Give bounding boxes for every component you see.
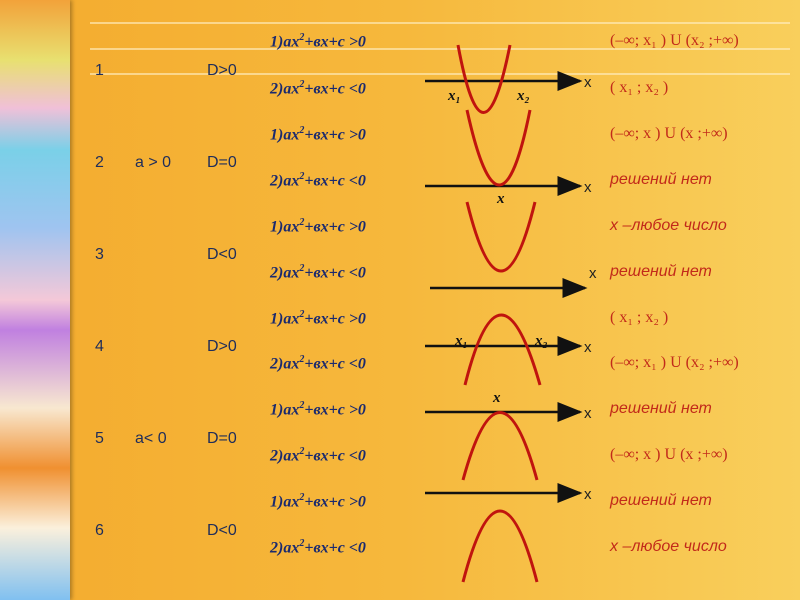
solution-answer: решений нет (610, 400, 712, 417)
inequality: 2)ax2+вx+c <0 (270, 354, 366, 373)
exponent: 2 (299, 538, 305, 549)
discriminant-condition: D>0 (207, 338, 237, 355)
axis-label: x (589, 265, 597, 282)
inequality-prefix: 2)ax (270, 264, 300, 282)
solution-answer: x –любое число (610, 217, 727, 234)
exponent: 2 (299, 125, 305, 136)
decorative-dice-image (0, 0, 70, 600)
solution-answer: (–∞; x ) U (x ;+∞) (610, 446, 728, 463)
axis-label: x (584, 179, 592, 196)
inequality-prefix: 1)ax (270, 401, 300, 419)
row-number: 3 (95, 246, 104, 263)
exponent: 2 (299, 446, 305, 457)
root-label: x₂ (516, 88, 530, 104)
inequality: 1)ax2+вx+c >0 (270, 400, 366, 419)
solution-answer: (–∞; x₁ ) U (x₂ ;+∞) (610, 354, 739, 371)
inequality-prefix: 2)ax (270, 172, 300, 190)
inequality-prefix: 1)ax (270, 310, 300, 328)
exponent: 2 (299, 263, 305, 274)
inequality-prefix: 2)ax (270, 355, 300, 373)
inequality-suffix: +вx+c <0 (304, 80, 366, 98)
parabola-curve (461, 411, 539, 481)
inequality: 2)ax2+вx+c <0 (270, 538, 366, 557)
exponent: 2 (299, 400, 305, 411)
inequality-prefix: 2)ax (270, 447, 300, 465)
leading-coefficient-condition: a< 0 (135, 430, 167, 447)
discriminant-condition: D<0 (207, 246, 237, 263)
inequality: 2)ax2+вx+c <0 (270, 263, 366, 282)
parabola-curve (465, 201, 537, 273)
inequality-suffix: +вx+c >0 (304, 401, 366, 419)
divider (90, 73, 790, 75)
solution-answer: (–∞; x ) U (x ;+∞) (610, 125, 728, 142)
inequality-suffix: +вx+c <0 (304, 539, 366, 557)
root-label: x (496, 191, 505, 207)
row-number: 4 (95, 338, 104, 355)
exponent: 2 (299, 354, 305, 365)
inequality-prefix: 2)ax (270, 80, 300, 98)
inequality: 1)ax2+вx+c >0 (270, 309, 366, 328)
solution-answer: ( x₁ ; x₂ ) (610, 309, 669, 326)
inequality-suffix: +вx+c >0 (304, 33, 366, 51)
inequality-suffix: +вx+c >0 (304, 126, 366, 144)
inequality: 2)ax2+вx+c <0 (270, 446, 366, 465)
exponent: 2 (299, 32, 305, 43)
inequality: 1)ax2+вx+c >0 (270, 32, 366, 51)
exponent: 2 (299, 171, 305, 182)
leading-coefficient-condition: a > 0 (135, 154, 172, 171)
inequality-suffix: +вx+c >0 (304, 218, 366, 236)
root-label: x₁ (447, 88, 461, 104)
inequality-prefix: 1)ax (270, 493, 300, 511)
exponent: 2 (299, 309, 305, 320)
axis-label: x (584, 405, 592, 422)
exponent: 2 (299, 492, 305, 503)
divider (90, 48, 790, 50)
parabola-curve (465, 109, 532, 187)
parabola-curve (461, 509, 539, 583)
solution-answer: решений нет (610, 492, 712, 509)
discriminant-condition: D=0 (207, 430, 237, 447)
axis-label: x (584, 486, 592, 503)
inequality-prefix: 1)ax (270, 218, 300, 236)
discriminant-condition: D<0 (207, 522, 237, 539)
row-number: 6 (95, 522, 104, 539)
inequality: 2)ax2+вx+c <0 (270, 171, 366, 190)
inequality-prefix: 1)ax (270, 126, 300, 144)
inequality-suffix: +вx+c >0 (304, 493, 366, 511)
inequality-suffix: +вx+c >0 (304, 310, 366, 328)
inequality-suffix: +вx+c <0 (304, 355, 366, 373)
inequality: 1)ax2+вx+c >0 (270, 492, 366, 511)
exponent: 2 (299, 79, 305, 90)
axis-label: x (584, 339, 592, 356)
inequality-prefix: 1)ax (270, 33, 300, 51)
row-number: 5 (95, 430, 104, 447)
discriminant-condition: D>0 (207, 62, 237, 79)
root-label: x (492, 390, 501, 406)
solution-answer: решений нет (610, 171, 712, 188)
discriminant-condition: D=0 (207, 154, 237, 171)
root-label: x₂ (534, 333, 548, 349)
divider (90, 22, 790, 24)
exponent: 2 (299, 217, 305, 228)
solution-answer: решений нет (610, 263, 712, 280)
parabola-curve (463, 313, 542, 386)
row-number: 2 (95, 154, 104, 171)
inequality: 2)ax2+вx+c <0 (270, 79, 366, 98)
solution-answer: x –любое число (610, 538, 727, 555)
inequality: 1)ax2+вx+c >0 (270, 217, 366, 236)
inequality-prefix: 2)ax (270, 539, 300, 557)
parabola-curve (456, 44, 512, 114)
root-label: x₁ (454, 333, 468, 349)
inequality: 1)ax2+вx+c >0 (270, 125, 366, 144)
axis-label: x (584, 74, 592, 91)
inequality-suffix: +вx+c <0 (304, 172, 366, 190)
solution-answer: (–∞; x₁ ) U (x₂ ;+∞) (610, 32, 739, 49)
solution-answer: ( x₁ ; x₂ ) (610, 79, 669, 96)
inequality-suffix: +вx+c <0 (304, 264, 366, 282)
row-number: 1 (95, 62, 104, 79)
inequality-suffix: +вx+c <0 (304, 447, 366, 465)
